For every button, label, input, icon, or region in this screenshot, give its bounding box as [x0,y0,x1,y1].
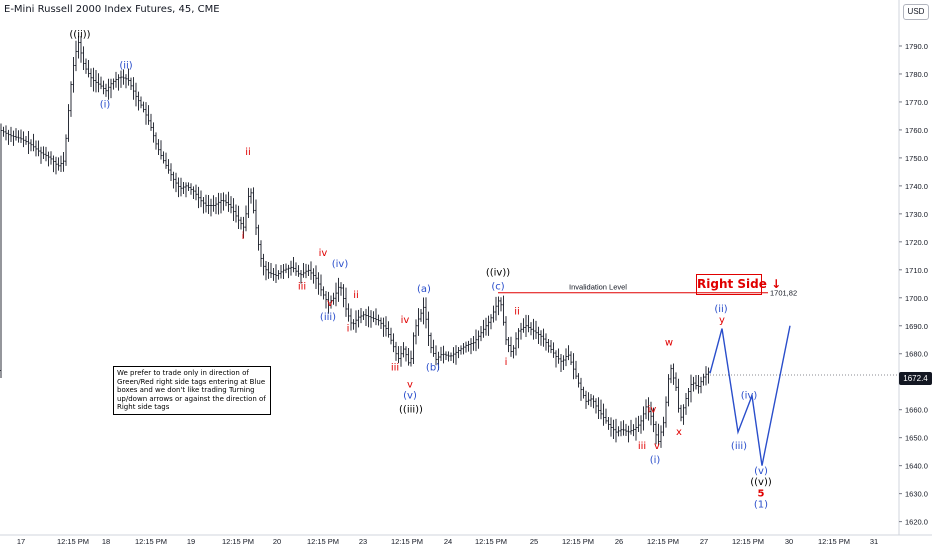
y-tick-label: 1700.0 [905,294,928,303]
y-tick-label: 1790.0 [905,42,928,51]
wave-label: (c) [491,281,504,292]
x-tick-label: 23 [359,537,367,546]
wave-label: v [327,298,333,309]
wave-label: v [407,379,413,390]
x-tick-label: 27 [700,537,708,546]
wave-label: y [719,315,725,326]
chart-title: E-Mini Russell 2000 Index Futures, 45, C… [4,4,220,15]
y-tick-label: 1750.0 [905,154,928,163]
trading-note: We prefer to trade only in direction of … [113,366,271,415]
y-tick-label: 1690.0 [905,322,928,331]
y-tick-label: 1650.0 [905,434,928,443]
wave-label: (ii) [119,60,132,71]
x-tick-label: 31 [870,537,878,546]
y-tick-label: 1640.0 [905,462,928,471]
wave-label: w [665,337,673,348]
x-tick-label: 24 [444,537,452,546]
x-tick-label: 25 [530,537,538,546]
wave-label: iii [298,281,306,292]
wave-label: (iii) [320,312,336,323]
wave-label: i [242,231,245,242]
x-tick-label: 12:15 PM [135,537,167,546]
y-tick-label: 1760.0 [905,126,928,135]
wave-label: i [347,323,350,334]
y-tick-label: 1780.0 [905,70,928,79]
x-tick-label: 26 [615,537,623,546]
wave-label: ((iv)) [486,267,510,278]
wave-label: ((iii)) [399,404,423,415]
x-tick-label: 12:15 PM [732,537,764,546]
wave-label: iv [648,404,657,415]
x-tick-label: 20 [273,537,281,546]
wave-label: i [505,357,508,368]
y-tick-label: 1710.0 [905,266,928,275]
x-tick-label: 12:15 PM [647,537,679,546]
x-tick-label: 12:15 PM [222,537,254,546]
wave-label: ii [245,147,251,158]
last-price-tag: 1672.4 [899,372,932,385]
wave-label: (b) [426,363,440,374]
right-side-tag: Right Side ↓ [696,274,781,295]
wave-label: (v) [403,391,417,402]
right-side-label: Right Side [697,277,767,291]
x-tick-label: 19 [187,537,195,546]
projection-path [709,325,791,466]
wave-label: 5 [758,488,765,499]
down-arrow-icon: ↓ [771,277,782,291]
wave-label: (a) [417,284,431,295]
currency-button[interactable]: USD [903,4,929,20]
y-tick-label: 1740.0 [905,182,928,191]
x-tick-label: 18 [102,537,110,546]
x-tick-label: 30 [785,537,793,546]
wave-label: (iv) [332,259,349,270]
wave-label: (v) [754,466,768,477]
y-tick-label: 1720.0 [905,238,928,247]
x-tick-label: 12:15 PM [562,537,594,546]
y-tick-label: 1660.0 [905,406,928,415]
wave-label: (i) [100,100,111,111]
x-tick-label: 17 [17,537,25,546]
wave-label: x [676,427,682,438]
y-tick-label: 1630.0 [905,490,928,499]
x-tick-label: 12:15 PM [475,537,507,546]
wave-label: ii [353,290,359,301]
wave-label: ((ii)) [69,30,90,41]
wave-label: iv [319,248,328,259]
wave-label: v [654,441,660,452]
invalidation-label: Invalidation Level [569,283,627,292]
invalidation-value: 1701,82 [770,289,797,298]
y-tick-label: 1680.0 [905,350,928,359]
x-tick-label: 12:15 PM [307,537,339,546]
y-tick-label: 1730.0 [905,210,928,219]
wave-label: (iv) [741,391,758,402]
wave-label: (ii) [714,304,727,315]
wave-label: (1) [754,500,768,511]
wave-label: (i) [650,455,661,466]
y-tick-label: 1770.0 [905,98,928,107]
wave-label: iii [391,363,399,374]
wave-label: iv [401,315,410,326]
y-tick-label: 1620.0 [905,518,928,527]
wave-label: ii [514,307,520,318]
wave-label: iii [638,441,646,452]
x-tick-label: 12:15 PM [391,537,423,546]
x-tick-label: 12:15 PM [818,537,850,546]
x-tick-label: 12:15 PM [57,537,89,546]
wave-label: ((v)) [750,477,772,488]
wave-label: (iii) [731,441,747,452]
